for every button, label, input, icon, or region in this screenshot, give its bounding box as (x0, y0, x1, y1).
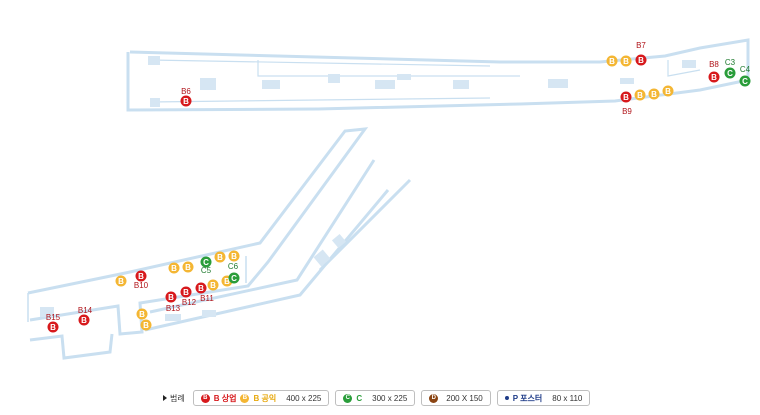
b-public-badge-5-letter: B (118, 277, 124, 286)
upper-stairs (148, 56, 696, 107)
b-public-badge-1-letter: B (623, 57, 629, 66)
legend-size-c: 300 x 225 (372, 393, 408, 403)
marker-label-c4: C4 (740, 65, 751, 74)
b-public-badge-6-letter: B (171, 264, 177, 273)
b-public-badge-12 (136, 308, 148, 320)
marker-label-c6: C6 (228, 262, 239, 271)
b-public-badge-5 (115, 275, 127, 287)
marker-label-b11: B11 (200, 294, 214, 303)
marker-label-b10: B10 (134, 281, 149, 290)
marker-label-b12: B12 (182, 298, 197, 307)
marker-c3-letter: C (727, 69, 733, 78)
b-public-badge-10-letter: B (210, 281, 216, 290)
b-public-badge-8-letter: B (217, 253, 223, 262)
b-public-badge-9-letter: B (231, 252, 237, 261)
marker-label-b15: B15 (46, 313, 61, 322)
marker-label-b8: B8 (709, 60, 719, 69)
marker-c5-letter: C (203, 258, 209, 267)
marker-c6 (228, 272, 240, 284)
legend-label-b-commercial: B 상업 (213, 393, 237, 403)
marker-b8-letter: B (711, 73, 717, 82)
p-dot-icon (504, 396, 509, 400)
b-public-badge-0 (606, 55, 618, 67)
marker-label-b14: B14 (78, 306, 93, 315)
b-public-badge-1 (620, 55, 632, 67)
marker-b11-letter: B (198, 284, 204, 293)
marker-b12 (180, 286, 192, 298)
marker-b15-letter: B (50, 323, 56, 332)
b-public-badge-0-letter: B (609, 57, 615, 66)
marker-b9-letter: B (623, 93, 629, 102)
c-icon: C (343, 393, 353, 403)
marker-b14-letter: B (81, 316, 87, 325)
marker-b14 (78, 314, 90, 326)
legend-item-c: C C 300 x 225 (335, 390, 416, 406)
marker-b6 (180, 95, 192, 107)
marker-b8 (708, 71, 720, 83)
marker-b10 (135, 270, 147, 282)
b-public-badge-6 (168, 262, 180, 274)
marker-c5 (200, 256, 212, 268)
b-public-badge-3-letter: B (651, 90, 657, 99)
b-public-badge-10 (207, 279, 219, 291)
b-public-badge-4-letter: B (665, 87, 671, 96)
triangle-icon (163, 395, 167, 401)
marker-b15 (47, 321, 59, 333)
marker-label-b6: B6 (181, 87, 191, 96)
b-public-badge-2 (634, 89, 646, 101)
marker-label-c5: C5 (201, 266, 212, 275)
b-public-badge-7-letter: B (185, 263, 191, 272)
legend-header: 범례 (163, 393, 185, 404)
b-public-badge-8 (214, 251, 226, 263)
legend-title: 범례 (170, 393, 185, 403)
b-public-badge-11-letter: B (224, 277, 230, 286)
marker-b12-letter: B (183, 288, 189, 297)
marker-label-b7: B7 (636, 41, 646, 50)
marker-b9 (620, 91, 632, 103)
marker-b7-letter: B (638, 56, 644, 65)
legend-label-p: P 포스터 (512, 393, 543, 403)
lower-concourse (27, 127, 412, 360)
marker-b10-letter: B (138, 272, 144, 281)
legend-size-p: 80 x 110 (552, 393, 583, 403)
d-icon: D (429, 393, 439, 403)
lower-stairs (40, 233, 347, 321)
b-commercial-icon: B (200, 393, 210, 403)
marker-c4 (739, 75, 751, 87)
legend-size-b: 400 x 225 (286, 393, 322, 403)
marker-b13-letter: B (168, 293, 174, 302)
legend-item-d: D 200 X 150 (421, 390, 491, 406)
legend-label-c: C (356, 393, 363, 403)
marker-b7 (635, 54, 647, 66)
upper-concourse (126, 38, 750, 112)
marker-b13 (165, 291, 177, 303)
map-legend: 범례 B B 상업 B B 공익 400 x 225 C C 300 x 225… (163, 389, 591, 407)
marker-label-b9: B9 (622, 107, 632, 116)
marker-label-c3: C3 (725, 58, 736, 67)
b-public-badge-13 (140, 319, 152, 331)
marker-b6-letter: B (183, 97, 189, 106)
marker-c3 (724, 67, 736, 79)
marker-c4-letter: C (742, 77, 748, 86)
b-public-badge-13-letter: B (143, 321, 149, 330)
legend-item-p: P 포스터 80 x 110 (496, 390, 591, 406)
legend-item-b: B B 상업 B B 공익 400 x 225 (192, 390, 330, 406)
legend-size-d: 200 X 150 (446, 393, 483, 403)
b-public-badge-9 (228, 250, 240, 262)
b-public-badge-7 (182, 261, 194, 273)
marker-b11 (195, 282, 207, 294)
marker-c6-letter: C (231, 274, 237, 283)
legend-label-b-public: B 공익 (253, 393, 277, 403)
b-public-badge-3 (648, 88, 660, 100)
b-public-badge-4 (662, 85, 674, 97)
marker-label-b13: B13 (166, 304, 181, 313)
b-public-badge-12-letter: B (139, 310, 145, 319)
b-public-badge-2-letter: B (637, 91, 643, 100)
b-public-icon: B (240, 393, 250, 403)
